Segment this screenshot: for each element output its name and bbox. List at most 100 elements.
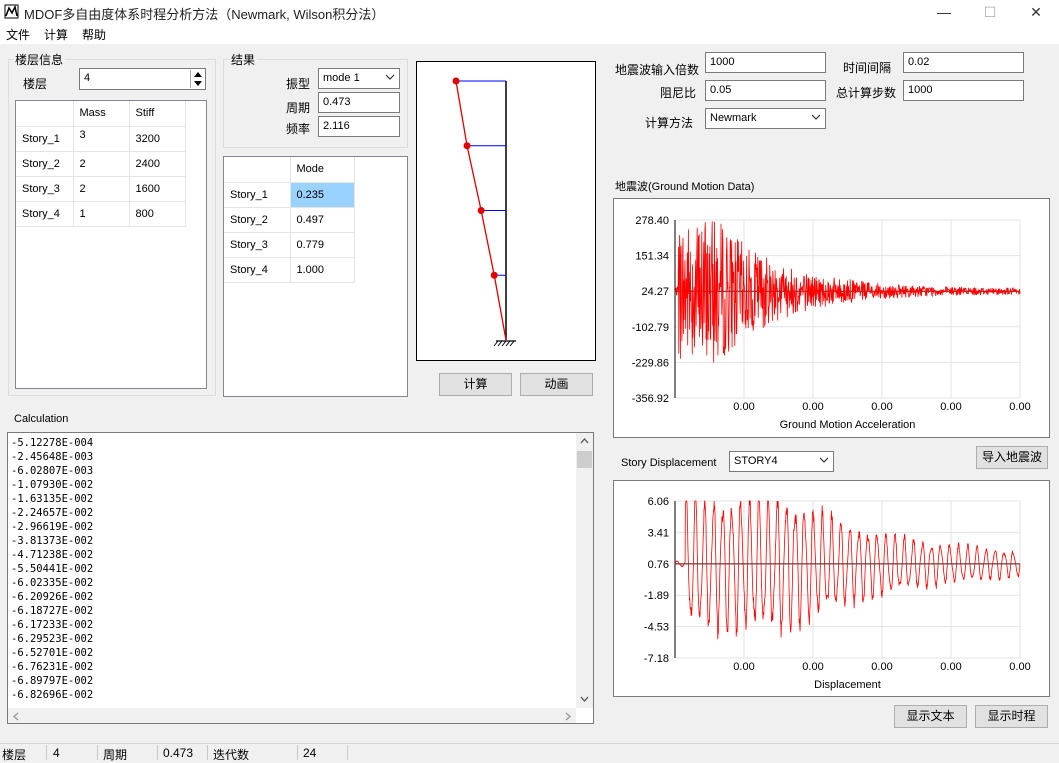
table-header-corner [224,157,291,183]
calc-line: -2.24657E-002 [11,507,94,519]
stiff-cell[interactable]: 800 [129,201,186,227]
mode-table[interactable]: Mode Story_1 0.235 Story_2 0.497 Story_3… [223,156,408,397]
table-row[interactable]: Story_2 2 2400 [16,151,186,177]
calculation-textarea[interactable]: -5.12278E-004 -2.45648E-003 -6.02807E-003 -… [7,432,594,724]
calc-line: -4.71238E-002 [11,549,94,561]
animate-button[interactable]: 动画 [520,373,593,396]
mode-cell[interactable]: 0.779 [290,232,355,258]
table-row[interactable]: Story_1 0.235 [224,182,355,208]
x-tick-label: 0.00 [733,401,754,413]
row-header: Story_2 [224,207,291,233]
method-label: 计算方法 [645,116,694,130]
minimize-button[interactable]: — [937,4,951,20]
stiff-cell[interactable]: 2400 [129,151,186,177]
wave-mult-value: 1000 [710,56,735,68]
calc-line: -2.96619E-002 [11,521,94,533]
stepper-buttons[interactable] [190,70,204,88]
mode-select[interactable]: mode 1 [318,68,400,89]
x-tick-label: 0.00 [940,401,961,413]
wave-mult-field[interactable]: 1000 [705,52,826,73]
chevron-down-icon[interactable] [193,80,203,87]
calc-line: -6.17233E-002 [11,619,94,631]
status-separator [347,745,348,760]
row-header: Story_3 [224,232,291,258]
calc-line: -6.82696E-002 [11,689,94,701]
ground-hatch [493,340,499,347]
calc-line: -5.12278E-004 [11,437,94,449]
mass-cell[interactable]: 2 [73,176,130,202]
status-iter-value: 24 [303,746,317,760]
time-step-value: 0.02 [908,56,930,68]
y-tick-label: 151.34 [635,251,669,263]
damping-field[interactable]: 0.05 [705,80,826,101]
ground-hatch [497,340,503,347]
row-header: Story_2 [16,151,74,177]
floor-mass-point [452,77,460,85]
chevron-down-icon [819,457,829,463]
x-tick-label: 0.00 [871,661,892,673]
mode-cell-selected[interactable]: 0.235 [290,182,355,208]
show-history-button[interactable]: 显示时程 [975,705,1048,728]
table-header-row: Mass Stiff [16,101,186,127]
table-row[interactable]: Story_3 2 1600 [16,176,186,202]
mass-cell[interactable]: 1 [73,201,130,227]
horizontal-scrollbar[interactable] [8,708,576,723]
close-button[interactable]: ✕ [1030,4,1042,20]
mode-cell[interactable]: 0.497 [290,207,355,233]
mass-cell[interactable]: 2 [73,151,130,177]
floor-table[interactable]: Mass Stiff Story_1 3 3200 Story_2 2 2400… [15,100,207,389]
row-header: Story_1 [16,126,74,152]
table-row[interactable]: Story_2 0.497 [224,207,355,233]
scroll-down-icon[interactable] [580,695,589,703]
scroll-left-icon[interactable] [12,712,20,721]
period-field[interactable]: 0.473 [318,92,400,113]
calc-line: -6.20926E-002 [11,591,94,603]
status-separator [157,745,158,760]
mode-label: 振型 [286,77,311,91]
floor-count-stepper[interactable]: 4 [79,68,206,90]
mode-cell[interactable]: 1.000 [290,257,355,283]
table-row[interactable]: Story_4 1.000 [224,257,355,283]
y-tick-label: -229.86 [632,357,669,369]
table-row[interactable]: Story_1 3 3200 [16,126,186,152]
menu-file[interactable]: 文件 [6,28,31,42]
freq-field[interactable]: 2.116 [318,116,400,137]
status-period-label: 周期 [103,748,128,762]
floor-info-label: 楼层信息 [13,51,66,68]
table-header-stiff: Stiff [129,101,186,127]
chevron-up-icon[interactable] [193,71,203,78]
mass-cell[interactable]: 3 [73,126,130,152]
calc-line: -3.81373E-002 [11,535,94,547]
y-tick-label: -1.89 [644,590,669,602]
story-select[interactable]: STORY4 [729,451,834,472]
x-axis-label: Displacement [814,679,881,691]
total-steps-field[interactable]: 1000 [903,80,1024,101]
title-bar: MDOF多自由度体系时程分析方法（Newmark, Wilson积分法） — ☐… [0,0,1059,24]
scroll-up-icon[interactable] [580,437,589,445]
stiff-cell[interactable]: 1600 [129,176,186,202]
scroll-right-icon[interactable] [564,712,572,721]
calc-button[interactable]: 计算 [439,373,512,396]
vertical-scrollbar[interactable] [576,433,593,708]
menu-help[interactable]: 帮助 [82,28,107,42]
calc-line: -6.29523E-002 [11,633,94,645]
table-header-row: Mode [224,157,355,183]
import-wave-button[interactable]: 导入地震波 [976,446,1048,469]
freq-label: 频率 [286,122,311,136]
ground-hatch [505,340,511,347]
ground-hatch [501,340,507,347]
time-step-field[interactable]: 0.02 [903,52,1024,73]
x-tick-label: 0.00 [871,401,892,413]
ground-hatch [509,340,515,347]
calc-line: -1.07930E-002 [11,479,94,491]
method-select[interactable]: Newmark [705,108,826,129]
table-row[interactable]: Story_3 0.779 [224,232,355,258]
row-header: Story_4 [224,257,291,283]
table-row[interactable]: Story_4 1 800 [16,201,186,227]
scroll-thumb[interactable] [577,451,592,468]
ground-motion-chart: 278.40 151.34 24.27 -102.79 -229.86 -356.92 0.… [632,215,1031,431]
maximize-button[interactable]: ☐ [983,4,997,20]
show-text-button[interactable]: 显示文本 [894,705,967,728]
menu-calculate[interactable]: 计算 [44,28,69,42]
stiff-cell[interactable]: 3200 [129,126,186,152]
